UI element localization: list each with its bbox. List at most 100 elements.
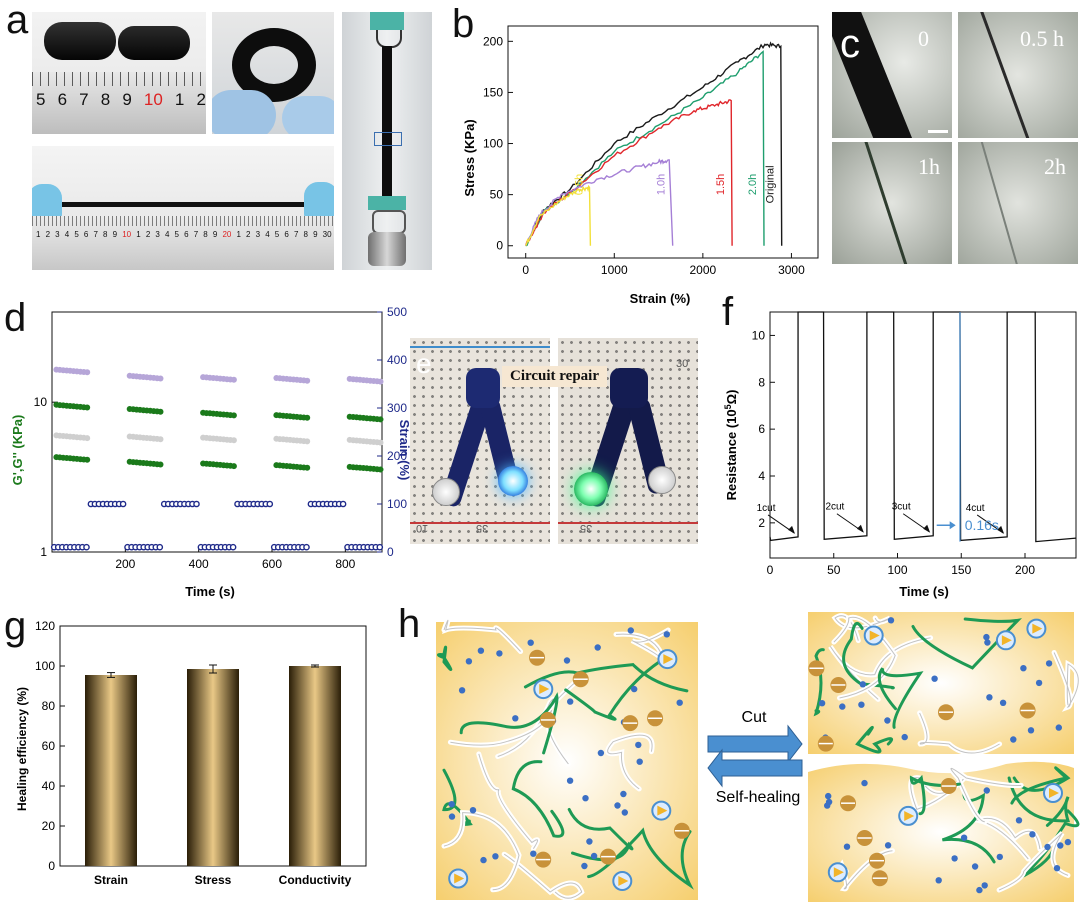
h-ion	[582, 795, 589, 802]
micrograph-label-3: 2h	[1044, 154, 1066, 179]
h-chain	[523, 663, 689, 693]
b-series-label-1: 2.0h	[747, 174, 759, 195]
panel-e-letter: e	[416, 348, 432, 379]
f-xtick-label: 100	[887, 563, 907, 577]
h-ion	[566, 777, 574, 784]
h-guest	[1001, 635, 1012, 646]
h-ion	[1044, 843, 1051, 851]
h-guest	[904, 810, 915, 821]
d-mod-point-0	[230, 376, 237, 383]
photo-stretched: 1 2 3 4 5 6 7 8 9 10 1 2 3 4 5 6 7 8 9 20 1 2 3 4 5 6 7 8 9 30	[32, 146, 334, 270]
h-ion	[480, 856, 487, 864]
h-ion	[1010, 736, 1017, 743]
h-ion	[983, 787, 990, 794]
b-series-3	[525, 158, 674, 246]
g-ytick-label: 100	[35, 659, 55, 673]
b-xtick-label: 2000	[690, 263, 717, 277]
h-chain	[909, 774, 961, 816]
d-strain-point	[156, 543, 164, 551]
h-chain	[1010, 766, 1071, 805]
b-series-label-3: 1.0h	[656, 174, 668, 195]
d-strain-point	[193, 500, 200, 508]
h-chain-outline	[998, 832, 1069, 891]
h-guest	[1049, 788, 1060, 799]
h-ion	[527, 639, 534, 646]
d-xtick-label: 600	[262, 557, 282, 571]
h-ion	[586, 838, 593, 845]
d-mod-point-0	[377, 378, 384, 385]
h-ion	[931, 675, 938, 682]
micrograph-label-0: 0	[918, 26, 929, 51]
h-ion	[1029, 831, 1036, 838]
h-guest	[869, 630, 880, 641]
panel-b-letter: b	[452, 2, 475, 46]
h-chain-outline	[919, 712, 1000, 754]
h-ion	[861, 779, 868, 787]
f-resistance-line	[769, 311, 1077, 543]
micrograph-label-1: 0.5 h	[1020, 26, 1064, 51]
d-strain-point	[229, 543, 237, 551]
f-xtick-label: 200	[1015, 563, 1035, 577]
g-ylabel: Healing efficiency (%)	[15, 687, 29, 811]
d-y2tick-label: 200	[387, 449, 407, 463]
h-ion	[1045, 660, 1053, 667]
h-ion	[663, 631, 670, 638]
d-strain-point	[266, 500, 274, 508]
d-ytick-label: 1	[40, 545, 47, 559]
d-y2tick-label: 400	[387, 353, 407, 367]
h-chain	[1016, 809, 1080, 881]
h-guest	[618, 875, 629, 886]
h-chain	[877, 667, 924, 729]
b-ytick-label: 50	[490, 188, 504, 202]
g-category-label-2: Conductivity	[279, 873, 352, 887]
g-ytick-label: 80	[42, 699, 56, 713]
h-ion	[824, 802, 831, 809]
g-ytick-label: 40	[42, 779, 56, 793]
h-chain	[1007, 776, 1071, 827]
h-ion	[448, 813, 456, 820]
panel-c-letter: c	[840, 22, 860, 66]
focus-box	[374, 132, 402, 146]
b-xtick-label: 1000	[601, 263, 628, 277]
f-ytick-label: 6	[758, 422, 765, 436]
b-series-1	[525, 50, 765, 247]
h-ion	[976, 886, 983, 894]
h-ion	[951, 855, 958, 862]
h-guest	[833, 867, 844, 878]
h-chain-outline	[950, 767, 1022, 823]
d-ylabel: G',G'' (KPa)	[10, 415, 25, 486]
d-y2tick-label: 500	[387, 305, 407, 319]
panel-a-letter: a	[6, 0, 29, 42]
d-strain-point	[339, 500, 347, 508]
h-chain-outline	[443, 812, 520, 891]
h-guest	[657, 805, 668, 816]
h-ion	[620, 790, 627, 798]
b-ylabel: Stress (KPa)	[462, 119, 477, 196]
h-guest	[663, 654, 674, 665]
g-ytick-label: 20	[42, 819, 56, 833]
h-ion	[825, 792, 832, 800]
h-ion	[984, 639, 991, 646]
h-ion	[971, 863, 979, 870]
stress-strain-chart: 0 1000 2000 3000 0 50 100 150 200 Original 2.0h 1.5…	[462, 25, 819, 306]
h-ion	[1027, 727, 1035, 734]
h-ion	[530, 850, 537, 857]
h-guest	[454, 873, 465, 884]
h-ion	[983, 633, 990, 641]
micrograph-1h: 1h	[832, 142, 952, 264]
h-ion	[627, 627, 634, 634]
d-mod-point-3	[157, 461, 164, 468]
panel-g-letter: g	[4, 604, 27, 648]
h-ion	[986, 694, 993, 701]
breadboard-cut: 35 10	[410, 338, 550, 544]
h-chain-outline	[478, 753, 539, 849]
self-healing-arrow	[707, 748, 803, 788]
g-bar-2	[289, 666, 341, 866]
h-chain-outline	[443, 619, 521, 652]
f-cut-arrowhead-0	[788, 525, 796, 534]
h-ion	[887, 617, 895, 624]
d-mod-point-3	[377, 466, 384, 473]
f-ylabel: Resistance (105Ω)	[723, 390, 739, 501]
f-cut-label-1: 2cut	[825, 502, 844, 513]
